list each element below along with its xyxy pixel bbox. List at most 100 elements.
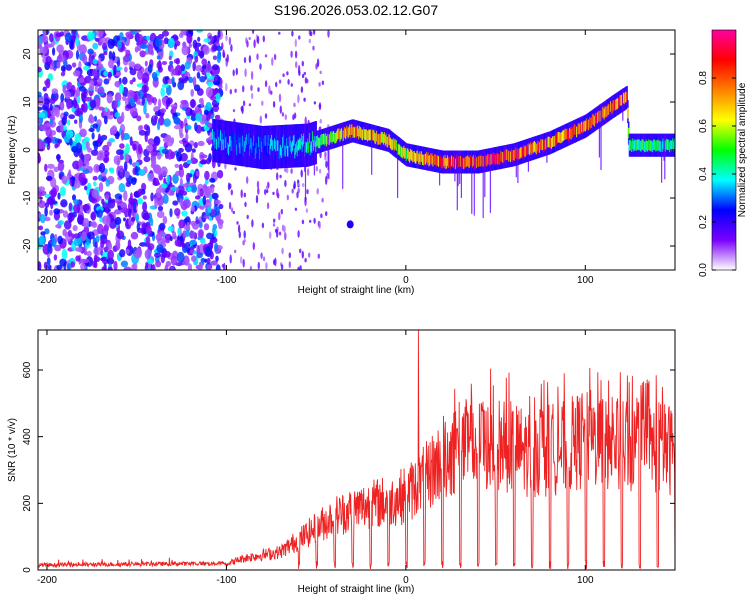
noise-speckle — [128, 208, 132, 218]
noise-speckle — [57, 235, 63, 245]
noise-speckle — [256, 35, 260, 45]
noise-speckle — [168, 37, 175, 49]
noise-speckle — [163, 177, 167, 185]
noise-speckle — [286, 194, 289, 201]
noise-speckle — [39, 214, 46, 224]
ridge-streak — [663, 133, 665, 161]
noise-speckle — [125, 143, 130, 155]
noise-speckle — [318, 221, 321, 230]
noise-speckle — [69, 39, 74, 50]
noise-speckle — [248, 103, 252, 107]
y-tick-label: 0 — [22, 567, 33, 573]
noise-speckle — [212, 224, 218, 230]
noise-speckle — [129, 136, 133, 147]
noise-speckle — [163, 118, 171, 127]
ridge-core — [485, 155, 488, 167]
noise-speckle — [136, 222, 141, 231]
noise-speckle — [106, 93, 113, 104]
noise-speckle — [100, 239, 105, 248]
noise-speckle — [68, 114, 76, 120]
noise-speckle — [67, 212, 75, 222]
ridge-core — [427, 152, 430, 163]
noise-speckle — [100, 37, 108, 44]
noise-speckle — [174, 208, 181, 216]
noise-speckle — [297, 94, 300, 104]
noise-speckle — [38, 186, 46, 192]
ridge-core — [418, 151, 421, 163]
noise-speckle — [160, 108, 167, 114]
noise-speckle — [71, 175, 75, 187]
noise-speckle — [202, 45, 210, 55]
ridge-core — [449, 156, 451, 168]
noise-speckle — [85, 141, 90, 150]
noise-speckle — [204, 187, 211, 197]
ridge-core — [275, 134, 278, 146]
noise-speckle — [74, 119, 78, 124]
ridge-core — [522, 147, 524, 159]
noise-speckle — [64, 90, 71, 100]
noise-speckle — [174, 124, 181, 130]
noise-speckle — [225, 34, 228, 42]
noise-speckle — [142, 195, 147, 200]
noise-speckle — [104, 194, 110, 201]
ridge-core — [391, 139, 393, 151]
snr-x-ticks: -200 -100 0 100 — [37, 330, 594, 586]
noise-speckle — [272, 101, 276, 108]
colorbar-frame — [711, 29, 737, 271]
ridge-core — [564, 129, 566, 141]
noise-speckle — [294, 50, 298, 59]
noise-speckle — [291, 30, 294, 37]
noise-speckle — [223, 262, 226, 270]
noise-speckle — [74, 133, 82, 144]
noise-speckle — [301, 73, 305, 79]
noise-speckle — [184, 143, 193, 153]
noise-speckle — [129, 192, 133, 204]
noise-speckle — [73, 233, 81, 239]
noise-speckle — [180, 30, 184, 36]
noise-speckle — [193, 84, 201, 92]
noise-speckle — [188, 43, 192, 48]
noise-speckle — [90, 211, 97, 221]
noise-speckle — [209, 177, 216, 183]
noise-speckle — [212, 55, 217, 61]
noise-speckle — [78, 77, 85, 83]
noise-speckle — [252, 242, 255, 251]
noise-speckle — [259, 115, 262, 124]
ridge-core — [648, 139, 650, 151]
noise-speckle — [78, 113, 83, 123]
ridge-core — [271, 140, 274, 151]
noise-speckle — [283, 225, 286, 234]
noise-speckle — [206, 257, 211, 265]
noise-speckle — [80, 263, 86, 270]
noise-speckle — [204, 179, 209, 185]
noise-speckle — [174, 66, 178, 76]
noise-speckle — [194, 122, 198, 132]
ridge-core — [602, 106, 604, 118]
noise-speckle — [44, 43, 48, 54]
noise-speckle — [147, 173, 151, 178]
ridge-core — [387, 136, 389, 148]
snr-y-axis-label: SNR (10 * v/v) — [7, 418, 18, 482]
ridge-halo — [278, 125, 280, 169]
noise-speckle — [189, 240, 197, 245]
noise-speckle — [127, 239, 132, 251]
noise-speckle — [68, 202, 73, 211]
noise-speckle — [66, 82, 71, 90]
noise-speckle — [232, 210, 235, 215]
noise-speckle — [96, 156, 102, 161]
noise-speckle — [234, 88, 237, 93]
ridge-core — [286, 138, 288, 149]
noise-speckle — [134, 249, 142, 259]
noise-speckle — [155, 260, 162, 268]
noise-speckle — [39, 235, 46, 246]
noise-speckle — [304, 258, 307, 263]
noise-speckle — [218, 203, 224, 210]
noise-speckle — [180, 152, 188, 162]
ridge-core — [370, 129, 372, 140]
noise-speckle — [172, 173, 179, 184]
ridge-core — [578, 124, 581, 135]
noise-speckle — [115, 71, 122, 77]
noise-speckle — [145, 235, 151, 247]
noise-speckle — [38, 152, 41, 164]
ridge-streak — [454, 150, 456, 182]
